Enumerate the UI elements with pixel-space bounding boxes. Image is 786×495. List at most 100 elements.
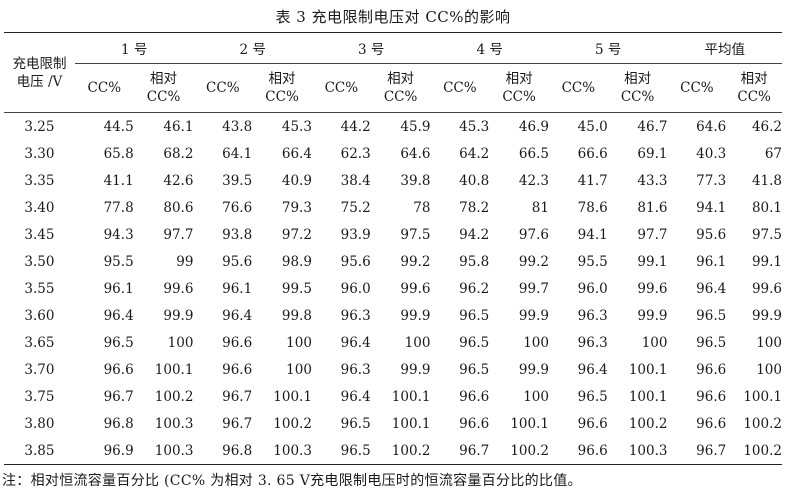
relative-cc-value-cell: 64.6 xyxy=(400,145,431,162)
cc-value-cell: 96.9 xyxy=(103,442,134,459)
cc-value-cell: 96.4 xyxy=(340,388,371,405)
sub-header-relative-line2: CC% xyxy=(383,89,418,105)
sub-header-cc: CC% xyxy=(680,80,714,96)
voltage-cell: 3.70 xyxy=(24,361,55,378)
cc-value-cell: 96.6 xyxy=(222,334,253,351)
cc-value-cell: 96.5 xyxy=(340,442,371,459)
cc-value-cell: 95.6 xyxy=(696,226,727,243)
voltage-cell: 3.65 xyxy=(24,334,55,351)
table-row: 3.50 95.5 99 95.6 98.9 95.6 99.2 95.8 99.2 95.5 99… xyxy=(4,248,782,275)
relative-cc-value-cell: 100.2 xyxy=(743,442,782,459)
cc-value-cell: 95.6 xyxy=(222,253,253,270)
relative-cc-value-cell: 100 xyxy=(286,334,312,351)
relative-cc-value-cell: 100.1 xyxy=(510,415,549,432)
cc-value-cell: 64.2 xyxy=(459,145,490,162)
relative-cc-value-cell: 99.9 xyxy=(518,361,549,378)
relative-cc-value-cell: 68.2 xyxy=(163,145,194,162)
table-row: 3.30 65.8 68.2 64.1 66.4 62.3 64.6 64.2 66.5 66.6… xyxy=(4,140,782,167)
cc-value-cell: 44.2 xyxy=(340,118,371,135)
group-header-4: 4 号 xyxy=(430,32,549,64)
table-row: 3.60 96.4 99.9 96.4 99.8 96.3 99.9 96.5 99.9 96.3… xyxy=(4,302,782,329)
cc-value-cell: 95.6 xyxy=(340,253,371,270)
relative-cc-value-cell: 100.1 xyxy=(391,415,431,432)
relative-cc-value-cell: 99.9 xyxy=(400,307,431,324)
cc-value-cell: 93.9 xyxy=(340,226,371,243)
cc-value-cell: 94.1 xyxy=(577,226,608,243)
voltage-cell: 3.30 xyxy=(24,145,55,162)
cc-value-cell: 78.2 xyxy=(459,199,490,216)
table-row: 3.85 96.9 100.3 96.8 100.3 96.5 100.2 96.7 100.2… xyxy=(4,437,782,465)
relative-cc-value-cell: 97.6 xyxy=(518,226,549,243)
cc-value-cell: 94.3 xyxy=(103,226,134,243)
relative-cc-value-cell: 100.1 xyxy=(154,361,194,378)
voltage-cell: 3.75 xyxy=(24,388,55,405)
voltage-cell: 3.35 xyxy=(24,172,55,189)
relative-cc-value-cell: 100 xyxy=(523,334,549,351)
cc-value-cell: 96.5 xyxy=(696,307,727,324)
cc-value-cell: 96.7 xyxy=(222,415,253,432)
sub-header-cc: CC% xyxy=(206,80,240,96)
relative-cc-value-cell: 100.2 xyxy=(154,388,194,405)
voltage-cell: 3.25 xyxy=(24,118,55,135)
relative-cc-value-cell: 97.5 xyxy=(400,226,431,243)
voltage-cell: 3.40 xyxy=(24,199,55,216)
relative-cc-value-cell: 99.2 xyxy=(400,253,431,270)
sub-header-relative-line1: 相对 xyxy=(740,71,768,87)
cc-value-cell: 96.0 xyxy=(577,280,608,297)
voltage-cell: 3.45 xyxy=(24,226,55,243)
relative-cc-value-cell: 99.6 xyxy=(163,280,194,297)
cc-value-cell: 96.3 xyxy=(340,361,371,378)
relative-cc-value-cell: 46.7 xyxy=(637,118,668,135)
relative-cc-value-cell: 100.3 xyxy=(628,442,668,459)
group-header-1: 1 号 xyxy=(74,32,194,64)
voltage-cell: 3.55 xyxy=(24,280,55,297)
relative-cc-value-cell: 99.9 xyxy=(163,307,194,324)
sub-header-relative-line2: CC% xyxy=(620,89,655,105)
relative-cc-value-cell: 99.1 xyxy=(751,253,782,270)
cc-value-cell: 96.4 xyxy=(222,307,253,324)
group-label: 1 号 xyxy=(120,42,148,58)
relative-cc-value-cell: 100.1 xyxy=(273,388,312,405)
relative-cc-value-cell: 100.2 xyxy=(273,415,312,432)
relative-cc-value-cell: 67 xyxy=(764,145,782,162)
cc-value-cell: 96.5 xyxy=(459,307,490,324)
cc-value-cell: 43.8 xyxy=(222,118,253,135)
cc-value-cell: 96.1 xyxy=(696,253,727,270)
sub-header-relative-line1: 相对 xyxy=(624,71,652,87)
cc-value-cell: 39.5 xyxy=(222,172,253,189)
sub-header-relative-cc: 相对 CC% xyxy=(371,64,431,113)
sub-header-relative-line2: CC% xyxy=(502,89,536,105)
relative-cc-value-cell: 100 xyxy=(286,361,312,378)
relative-cc-value-cell: 100 xyxy=(756,361,782,378)
relative-cc-value-cell: 66.5 xyxy=(518,145,549,162)
relative-cc-value-cell: 99.9 xyxy=(518,307,549,324)
cc-value-cell: 95.8 xyxy=(459,253,490,270)
relative-cc-value-cell: 40.9 xyxy=(281,172,312,189)
relative-cc-value-cell: 99.2 xyxy=(518,253,549,270)
cc-value-cell: 64.1 xyxy=(222,145,253,162)
relative-cc-value-cell: 42.3 xyxy=(518,172,549,189)
relative-cc-value-cell: 100.3 xyxy=(154,442,194,459)
relative-cc-value-cell: 100.3 xyxy=(154,415,194,432)
cc-value-cell: 62.3 xyxy=(340,145,371,162)
cc-value-cell: 96.4 xyxy=(340,334,371,351)
cc-value-cell: 75.2 xyxy=(340,199,371,216)
relative-cc-value-cell: 46.2 xyxy=(751,118,782,135)
relative-cc-value-cell: 80.1 xyxy=(751,199,782,216)
relative-cc-value-cell: 97.5 xyxy=(751,226,782,243)
relative-cc-value-cell: 100.1 xyxy=(628,388,668,405)
cc-value-cell: 96.6 xyxy=(696,361,727,378)
cc-value-cell: 44.5 xyxy=(103,118,134,135)
cc-value-cell: 66.6 xyxy=(577,145,608,162)
cc-value-cell: 41.1 xyxy=(103,172,134,189)
sub-header-relative-line1: 相对 xyxy=(387,71,415,87)
relative-cc-value-cell: 99.6 xyxy=(751,280,782,297)
relative-cc-value-cell: 46.1 xyxy=(163,118,194,135)
table-row: 3.25 44.5 46.1 43.8 45.3 44.2 45.9 45.3 46.9 45.0… xyxy=(4,113,782,141)
relative-cc-value-cell: 97.7 xyxy=(637,226,668,243)
cc-value-cell: 96.4 xyxy=(577,361,608,378)
sub-header-relative-line1: 相对 xyxy=(505,71,533,87)
cc-value-cell: 38.4 xyxy=(340,172,371,189)
cc-value-cell: 95.5 xyxy=(103,253,134,270)
relative-cc-value-cell: 99.9 xyxy=(751,307,782,324)
